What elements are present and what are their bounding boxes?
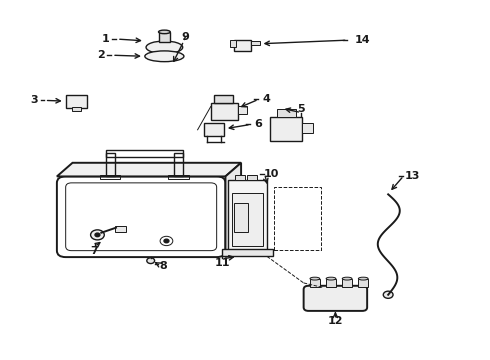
Bar bbox=[251, 41, 260, 45]
Bar bbox=[310, 279, 320, 287]
Bar bbox=[342, 279, 352, 287]
Circle shape bbox=[147, 258, 155, 264]
Text: 7: 7 bbox=[91, 246, 98, 256]
Bar bbox=[214, 95, 233, 103]
Bar bbox=[159, 32, 170, 42]
Text: 14: 14 bbox=[354, 35, 370, 45]
Bar bbox=[302, 123, 313, 134]
Bar bbox=[100, 175, 121, 179]
Bar bbox=[270, 117, 302, 140]
Text: 9: 9 bbox=[181, 32, 189, 41]
Bar bbox=[232, 193, 263, 246]
Text: 13: 13 bbox=[405, 171, 420, 181]
Ellipse shape bbox=[159, 30, 170, 34]
Text: 11: 11 bbox=[214, 258, 230, 268]
Bar bbox=[174, 153, 183, 176]
Bar bbox=[106, 153, 115, 176]
Bar bbox=[66, 95, 87, 108]
Circle shape bbox=[164, 239, 169, 243]
Ellipse shape bbox=[145, 51, 184, 62]
Text: 6: 6 bbox=[254, 120, 262, 129]
Bar bbox=[235, 175, 245, 180]
Ellipse shape bbox=[326, 277, 336, 280]
Ellipse shape bbox=[358, 277, 368, 280]
Bar bbox=[358, 279, 368, 287]
Ellipse shape bbox=[310, 277, 320, 280]
Bar bbox=[234, 40, 251, 51]
Polygon shape bbox=[225, 163, 241, 257]
Bar bbox=[222, 249, 273, 256]
Bar bbox=[234, 203, 248, 232]
Bar bbox=[72, 107, 81, 111]
Text: 5: 5 bbox=[297, 104, 305, 114]
Text: 2: 2 bbox=[97, 50, 105, 60]
Text: 4: 4 bbox=[262, 94, 270, 104]
Circle shape bbox=[383, 291, 393, 298]
FancyBboxPatch shape bbox=[304, 286, 367, 311]
Bar bbox=[274, 187, 321, 250]
Polygon shape bbox=[57, 163, 241, 176]
Bar bbox=[168, 175, 189, 179]
Bar bbox=[228, 180, 267, 250]
Bar bbox=[277, 109, 296, 117]
Text: 8: 8 bbox=[159, 261, 167, 271]
Bar bbox=[204, 123, 224, 136]
Bar bbox=[211, 103, 238, 120]
Text: 10: 10 bbox=[264, 168, 280, 179]
Ellipse shape bbox=[146, 41, 183, 54]
Bar bbox=[230, 40, 236, 46]
Bar bbox=[115, 226, 126, 232]
Text: 3: 3 bbox=[30, 95, 38, 105]
Circle shape bbox=[95, 233, 100, 237]
Bar bbox=[106, 150, 183, 157]
Text: 1: 1 bbox=[102, 34, 110, 44]
Bar bbox=[326, 279, 336, 287]
Circle shape bbox=[91, 230, 104, 240]
Ellipse shape bbox=[342, 277, 352, 280]
Text: 12: 12 bbox=[328, 316, 343, 325]
Bar bbox=[238, 107, 247, 114]
Bar bbox=[247, 175, 257, 180]
